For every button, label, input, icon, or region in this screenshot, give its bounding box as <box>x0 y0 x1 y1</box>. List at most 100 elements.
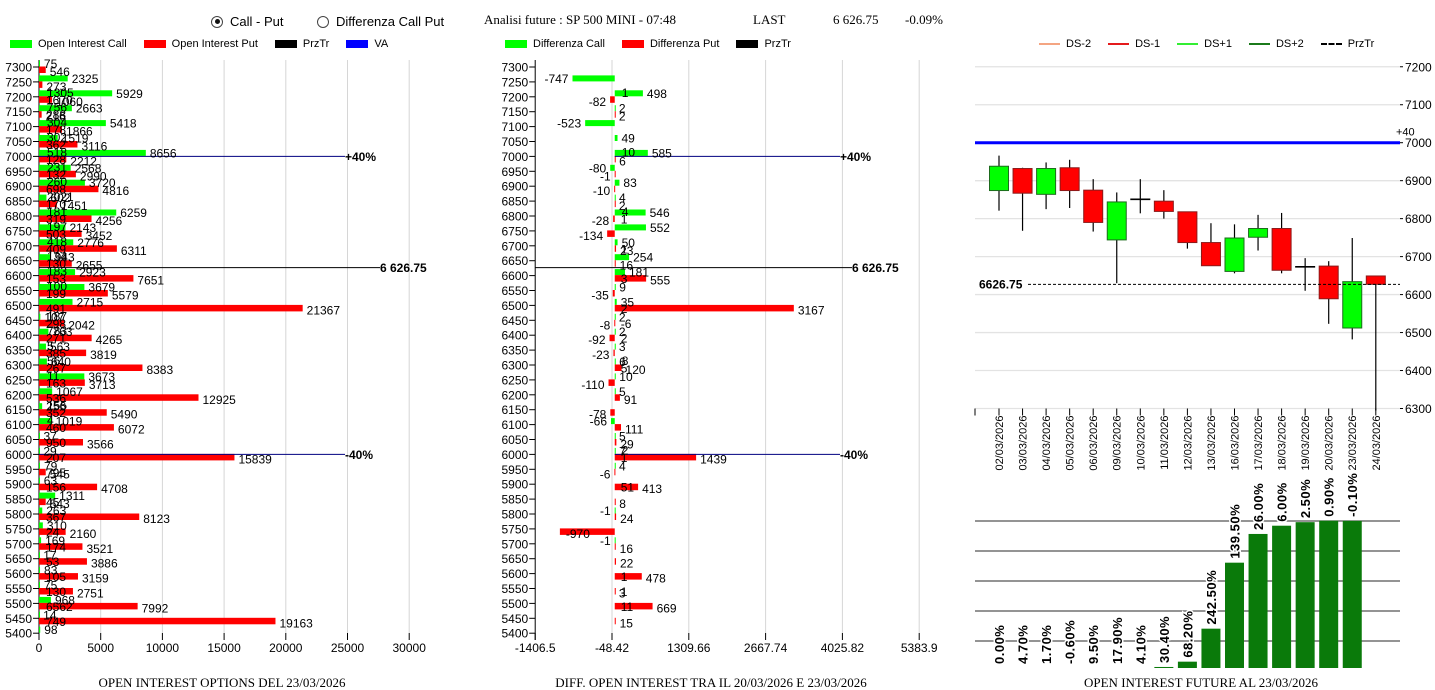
put-note-label: 163 <box>46 376 66 390</box>
oi-change-label: 0.90% <box>1322 477 1337 516</box>
put-bar <box>39 439 84 446</box>
put-bar <box>614 588 616 595</box>
candle-body-down <box>1153 200 1174 212</box>
strike-label: 6650 <box>501 254 528 268</box>
oi-bar <box>1272 525 1292 668</box>
call-value-label: 1019 <box>56 415 83 429</box>
call-note-label: 197 <box>47 220 67 234</box>
call-note-label: 4 <box>622 205 629 219</box>
strike-label: 5400 <box>5 627 32 641</box>
strike-label: 6700 <box>501 239 528 253</box>
put-bar <box>39 245 117 252</box>
legend-item-przt: PrzTr <box>274 38 329 50</box>
radio-unselected-icon[interactable] <box>317 15 329 28</box>
put-value-label: -82 <box>589 95 607 109</box>
put-value-label: -110 <box>581 378 604 392</box>
put-bar <box>607 230 615 237</box>
call-value-label: 256 <box>46 400 66 414</box>
call-value-label: 5 <box>619 385 626 399</box>
y-tick-label: 6600 <box>1405 288 1432 302</box>
strike-label: 7300 <box>501 61 528 75</box>
put-note-label: 698 <box>46 183 66 197</box>
oi-change-label: -0.60% <box>1063 620 1078 664</box>
strike-label: 5800 <box>501 508 528 522</box>
legend-line-dashed <box>1320 43 1342 45</box>
date-label: 23/03/2026 <box>1347 415 1359 470</box>
future-candlestick-chart: 7200 7100 7000 6900 6800 6700 6600 6500 6400 6300… <box>974 60 1432 471</box>
put-note-label: 6562 <box>46 600 73 614</box>
legend-swatch-black <box>736 40 759 48</box>
call-value-label: 2923 <box>79 266 106 280</box>
call-value-label: 1067 <box>56 385 83 399</box>
call-bar <box>614 194 616 201</box>
put-value-label: 4256 <box>96 214 123 228</box>
put-value-label: 216 <box>46 110 66 124</box>
put-note-label: 130 <box>46 257 66 271</box>
strike-label: 7200 <box>501 90 528 104</box>
candle-body-down <box>1365 275 1386 285</box>
put-note-label: 362 <box>46 138 66 152</box>
y-tick-label: 6500 <box>1405 326 1432 340</box>
radio-call-put-label: Call - Put <box>230 14 284 29</box>
strike-label: 5500 <box>501 597 528 611</box>
legend-item-ds-2: DS-2 <box>1039 38 1091 50</box>
call-bar <box>39 179 85 186</box>
put-bar <box>614 439 617 446</box>
put-note-label: 170 <box>46 198 66 212</box>
call-value-label: 310 <box>47 519 67 533</box>
strike-label: 6150 <box>5 403 32 417</box>
strike-label: 7100 <box>501 120 528 134</box>
call-bar <box>39 194 47 201</box>
call-bar <box>39 149 146 156</box>
put-bar <box>614 170 616 178</box>
call-bar <box>39 269 76 276</box>
put-value-label: 2042 <box>68 318 95 332</box>
call-bar <box>39 596 51 603</box>
call-bar <box>614 298 617 305</box>
put-bar <box>39 185 99 193</box>
strike-label: 6750 <box>501 224 528 238</box>
put-value-label: 3713 <box>89 378 116 392</box>
put-bar <box>39 334 92 342</box>
legend-label: Differenza Put <box>649 38 720 50</box>
strike-label: 6500 <box>501 299 528 313</box>
put-value-label: 4816 <box>102 184 129 198</box>
put-value-label: 7651 <box>137 274 164 288</box>
strike-label: 5850 <box>501 493 528 507</box>
oi-change-label: 4.70% <box>1016 625 1031 664</box>
put-value-label: 1866 <box>66 125 93 139</box>
put-value-label: 8383 <box>146 363 173 377</box>
put-value-label: 29 <box>620 438 634 452</box>
call-bar <box>39 358 47 365</box>
diff-chart-legend: Differenza Call Differenza Put PrzTr <box>505 38 808 50</box>
call-value-label: 585 <box>652 146 672 160</box>
oi-bar <box>1201 628 1221 668</box>
put-note-label: 460 <box>46 421 66 435</box>
radio-call-put[interactable]: Call - Put <box>211 14 283 29</box>
x-tick-label: 4025.82 <box>821 641 865 655</box>
put-bar <box>39 230 82 237</box>
call-value-label: -80 <box>589 161 607 175</box>
put-value-label: 545 <box>50 467 70 481</box>
radio-differenza-call-put[interactable]: Differenza Call Put <box>317 14 444 29</box>
call-bar <box>614 462 616 469</box>
va-line-label: +40% <box>840 150 871 164</box>
date-label: 20/03/2026 <box>1324 415 1336 470</box>
strike-label: 7050 <box>5 135 32 149</box>
x-tick-label: 15000 <box>207 641 241 655</box>
call-bar <box>572 75 615 82</box>
call-bar <box>614 149 648 156</box>
date-label: 02/03/2026 <box>994 415 1006 470</box>
call-bar <box>39 328 49 335</box>
y-tick-label: 6700 <box>1405 250 1432 264</box>
put-bar <box>39 513 140 520</box>
date-label: 24/03/2026 <box>1371 415 1383 470</box>
call-bar <box>614 254 630 261</box>
radio-selected-icon[interactable] <box>211 15 223 28</box>
put-value-label: 2 <box>619 110 626 124</box>
y-tick-label: 6400 <box>1405 364 1432 378</box>
put-bar <box>39 528 66 535</box>
put-value-label: 543 <box>50 497 70 511</box>
call-value-label: 2 <box>619 310 626 324</box>
oi-change-label: 4.10% <box>1133 625 1148 664</box>
